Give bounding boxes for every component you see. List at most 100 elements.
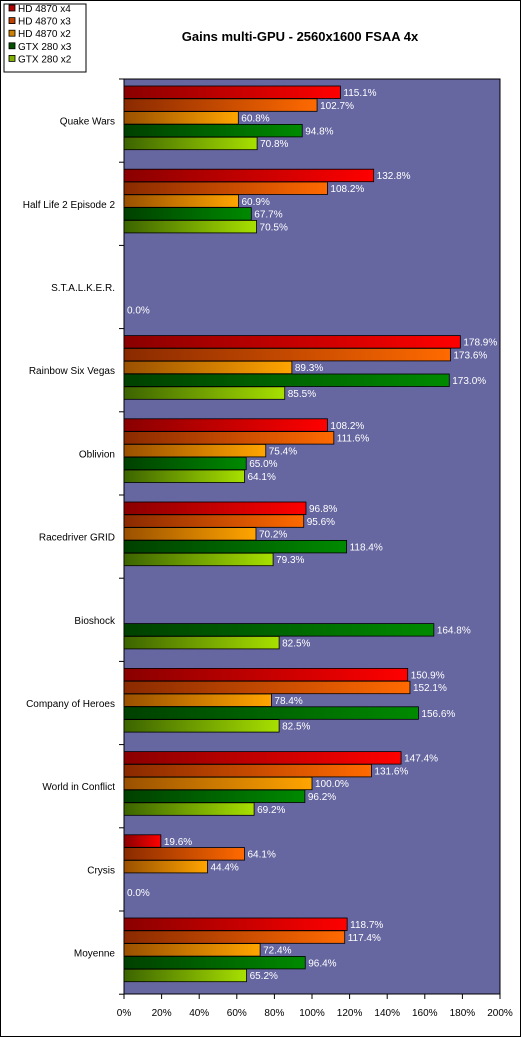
bar-bioshock-gtx-280-x3 <box>123 623 435 637</box>
value-label: 118.7% <box>350 920 383 931</box>
legend-swatch-gtx-280-x3 <box>8 42 16 50</box>
value-label: 111.6% <box>337 434 370 445</box>
value-label: 70.5% <box>260 222 288 233</box>
value-label: 173.0% <box>452 376 486 387</box>
legend-entry-gtx-280-x2: GTX 280 x2 <box>18 54 72 65</box>
value-label: 150.9% <box>411 670 445 681</box>
value-label: 65.2% <box>250 971 278 982</box>
category-label-rainbow-six-vegas: Rainbow Six Vegas <box>29 366 115 377</box>
x-tick-label: 140% <box>374 1008 400 1019</box>
legend-entry-hd-4870-x2: HD 4870 x2 <box>18 29 71 40</box>
bar-half-life-2-episode-2-gtx-280-x2 <box>123 219 257 234</box>
category-label-oblivion: Oblivion <box>79 449 115 460</box>
x-tick-label: 180% <box>450 1008 476 1019</box>
x-tick-label: 80% <box>264 1008 284 1019</box>
x-tick-label: 160% <box>412 1008 438 1019</box>
value-label: 118.4% <box>350 542 383 553</box>
bar-oblivion-hd-4870-x3 <box>123 431 335 445</box>
bar-company-of-heroes-gtx-280-x2 <box>123 719 280 733</box>
value-label: 95.6% <box>307 517 335 528</box>
value-label: 19.6% <box>164 837 192 848</box>
value-label: 178.9% <box>463 338 497 349</box>
value-label: 67.7% <box>254 210 282 221</box>
legend-box <box>3 3 87 73</box>
legend-entry-gtx-280-x3: GTX 280 x3 <box>18 42 72 53</box>
bar-quake-wars-gtx-280-x2 <box>123 136 258 151</box>
bar-rainbow-six-vegas-hd-4870-x3 <box>123 347 451 362</box>
value-label: 70.2% <box>259 530 287 541</box>
bar-company-of-heroes-hd-4870-x4 <box>123 668 409 682</box>
value-label: 164.8% <box>437 626 471 637</box>
bar-moyenne-hd-4870-x3 <box>123 930 346 944</box>
value-label: 82.5% <box>282 638 310 649</box>
bar-crysis-hd-4870-x3 <box>123 847 245 861</box>
value-label: 132.8% <box>377 171 411 182</box>
legend-entry-hd-4870-x4: HD 4870 x4 <box>18 4 71 15</box>
value-label: 69.2% <box>257 805 285 816</box>
value-label: 117.4% <box>348 933 381 944</box>
value-label: 94.8% <box>305 126 333 137</box>
category-label-racedriver-grid: Racedriver GRID <box>39 533 115 544</box>
legend-swatch-hd-4870-x4 <box>8 4 16 12</box>
bar-world-in-conflict-gtx-280-x2 <box>123 802 255 816</box>
bar-half-life-2-episode-2-hd-4870-x3 <box>123 181 328 195</box>
bar-quake-wars-gtx-280-x3 <box>123 124 303 138</box>
category-label-company-of-heroes: Company of Heroes <box>26 699 115 710</box>
x-tick-label: 20% <box>152 1008 172 1019</box>
bar-racedriver-grid-hd-4870-x4 <box>123 501 307 515</box>
bar-rainbow-six-vegas-hd-4870-x4 <box>123 335 461 349</box>
x-tick-label: 100% <box>299 1008 325 1019</box>
value-label: 173.6% <box>453 350 487 361</box>
category-label-half-life-2-episode-2: Half Life 2 Episode 2 <box>23 200 116 211</box>
category-label-crysis: Crysis <box>87 865 115 876</box>
bar-oblivion-gtx-280-x2 <box>123 469 245 483</box>
value-label: 108.2% <box>330 421 364 432</box>
bar-company-of-heroes-hd-4870-x2 <box>123 693 272 707</box>
x-tick-label: 200% <box>487 1008 513 1019</box>
bar-quake-wars-hd-4870-x2 <box>123 111 239 125</box>
value-label: 85.5% <box>288 389 316 400</box>
bar-world-in-conflict-gtx-280-x3 <box>123 789 306 803</box>
value-label: 0.0% <box>127 306 150 317</box>
value-label: 108.2% <box>330 184 364 195</box>
bar-rainbow-six-vegas-gtx-280-x2 <box>123 386 286 400</box>
bar-half-life-2-episode-2-hd-4870-x2 <box>123 194 239 208</box>
value-label: 44.4% <box>210 862 238 873</box>
bar-oblivion-hd-4870-x2 <box>123 443 267 458</box>
bar-company-of-heroes-gtx-280-x3 <box>123 706 419 720</box>
bar-crysis-hd-4870-x4 <box>123 834 162 848</box>
value-label: 64.1% <box>248 850 276 861</box>
bar-racedriver-grid-gtx-280-x3 <box>123 540 347 554</box>
legend-swatch-hd-4870-x2 <box>8 29 16 37</box>
bar-quake-wars-hd-4870-x4 <box>123 85 341 99</box>
value-label: 102.7% <box>320 101 354 112</box>
value-label: 0.0% <box>127 888 150 899</box>
value-label: 70.8% <box>260 139 288 150</box>
bar-moyenne-gtx-280-x3 <box>123 956 306 970</box>
value-label: 60.8% <box>241 114 269 125</box>
value-label: 78.4% <box>274 696 302 707</box>
bar-rainbow-six-vegas-hd-4870-x2 <box>123 360 293 375</box>
bar-racedriver-grid-hd-4870-x3 <box>123 514 305 528</box>
category-label-world-in-conflict: World in Conflict <box>42 782 115 793</box>
category-label-s-t-a-l-k-e-r: S.T.A.L.K.E.R. <box>51 283 115 294</box>
bar-bioshock-gtx-280-x2 <box>123 636 280 650</box>
bar-oblivion-gtx-280-x3 <box>123 456 247 471</box>
bar-oblivion-hd-4870-x4 <box>123 418 328 432</box>
value-label: 115.1% <box>343 88 376 99</box>
bar-half-life-2-episode-2-gtx-280-x3 <box>123 207 252 221</box>
value-label: 89.3% <box>295 363 323 374</box>
bar-moyenne-hd-4870-x4 <box>123 917 348 931</box>
category-label-bioshock: Bioshock <box>74 616 116 627</box>
bar-rainbow-six-vegas-gtx-280-x3 <box>123 373 450 387</box>
bar-world-in-conflict-hd-4870-x4 <box>123 751 402 765</box>
x-tick-label: 0% <box>117 1008 132 1019</box>
value-label: 75.4% <box>269 446 297 457</box>
x-tick-label: 40% <box>189 1008 209 1019</box>
x-tick-label: 120% <box>337 1008 363 1019</box>
value-label: 60.9% <box>241 197 269 208</box>
bar-quake-wars-hd-4870-x3 <box>123 98 318 112</box>
